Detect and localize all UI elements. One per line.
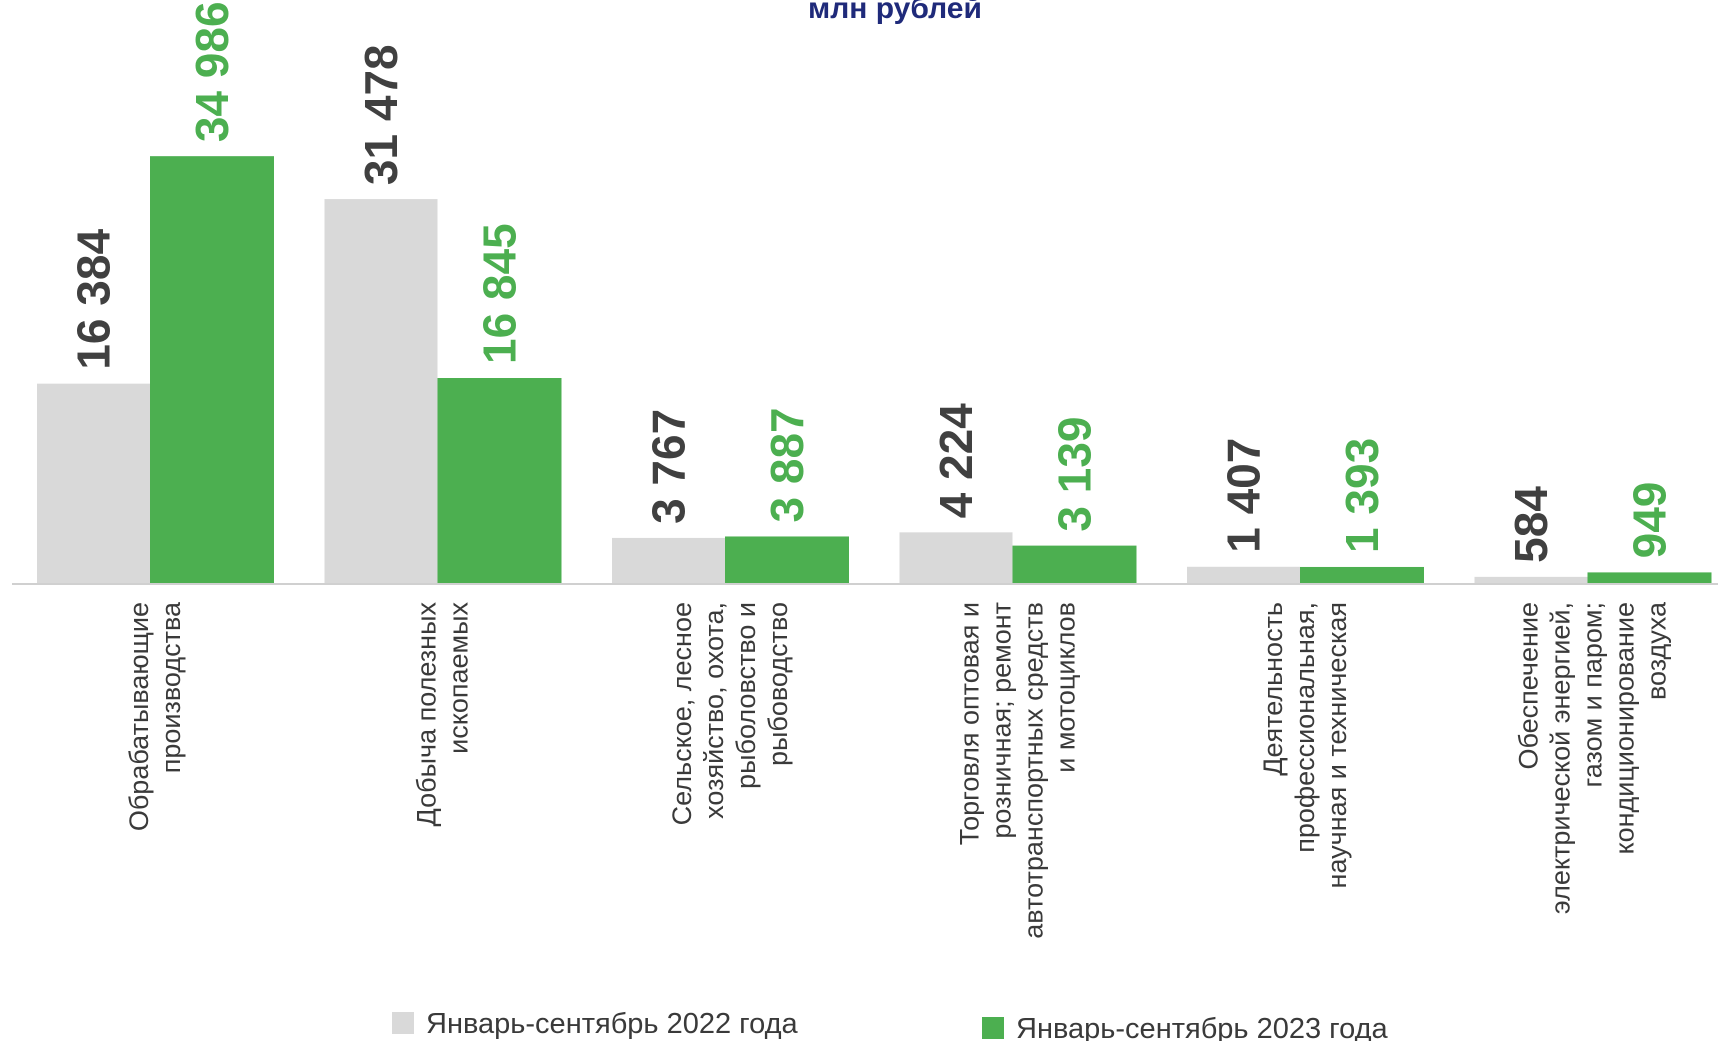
bars-group [37, 156, 1712, 584]
category-label-4: Деятельность профессиональная, научная и т… [1258, 602, 1352, 888]
category-label-1: Добыча полезных ископаемых [412, 602, 474, 827]
bar-2023-3 [1012, 545, 1137, 584]
bar-2023-1 [437, 378, 562, 584]
category-label-line: ископаемых [444, 602, 474, 754]
value-label-2022-2: 3 767 [643, 409, 695, 524]
value-label-2022-3: 4 224 [930, 403, 982, 519]
category-label-line: электрической энергией, [1546, 602, 1576, 914]
category-label-0: Обрабатывающие производства [124, 601, 186, 831]
legend-label: Январь-сентябрь 2023 года [1016, 1013, 1389, 1041]
bar-2022-3 [899, 532, 1013, 584]
bar-2022-0 [37, 383, 150, 584]
category-label-line: Торговля оптовая и [955, 602, 985, 845]
bar-2023-0 [150, 156, 274, 584]
value-labels-group: 16 384 31 478 3 767 4 224 1 407 584 34 986 16 8… [68, 1, 1676, 562]
category-label-line: розничная; ремонт [987, 602, 1017, 839]
category-label-5: Обеспечение электрической энергией, газом … [1514, 601, 1672, 914]
value-label-2022-1: 31 478 [355, 44, 407, 185]
category-label-2: Сельское, лесное хозяйство, охота, рыболов… [667, 602, 793, 825]
category-label-line: рыболовство и [731, 602, 761, 789]
category-label-line: научная и техническая [1322, 602, 1352, 888]
value-label-2023-2: 3 887 [761, 407, 813, 522]
value-label-2022-4: 1 407 [1218, 438, 1270, 553]
category-label-line: Сельское, лесное [667, 602, 697, 825]
legend-item-2023: Январь-сентябрь 2023 года [982, 1013, 1389, 1041]
bar-2023-5 [1587, 572, 1712, 584]
legend-item-2022: Январь-сентябрь 2022 года [392, 1008, 799, 1040]
value-label-2022-0: 16 384 [68, 229, 120, 370]
category-label-line: кондиционирование [1610, 602, 1640, 855]
category-label-line: Деятельность [1258, 602, 1288, 776]
value-label-2023-4: 1 393 [1336, 438, 1388, 553]
value-label-2023-5: 949 [1624, 482, 1676, 559]
category-label-line: и мотоциклов [1051, 602, 1081, 773]
category-label-line: газом и паром; [1578, 602, 1608, 787]
value-label-2023-1: 16 845 [474, 223, 526, 364]
bar-2022-2 [612, 537, 725, 584]
category-label-line: Обеспечение [1514, 602, 1544, 770]
legend-swatch [982, 1017, 1004, 1039]
category-label-line: профессиональная, [1290, 602, 1320, 853]
bar-2022-5 [1474, 576, 1588, 584]
bar-2022-4 [1187, 566, 1300, 584]
legend: Январь-сентябрь 2022 года Январь-сентябрь… [392, 1008, 1389, 1041]
bar-2022-1 [324, 199, 438, 584]
category-label-line: Обрабатывающие [124, 602, 154, 831]
chart-title: млн рублей [808, 0, 982, 25]
value-label-2023-0: 34 986 [186, 1, 238, 142]
value-label-2023-3: 3 139 [1049, 416, 1101, 531]
category-label-line: автотранспортных средств [1019, 602, 1049, 939]
category-label-line: рыбоводство [763, 602, 793, 766]
legend-label: Январь-сентябрь 2022 года [426, 1008, 799, 1040]
value-label-2022-5: 584 [1505, 486, 1557, 563]
category-label-3: Торговля оптовая и розничная; ремонт автот… [955, 602, 1081, 939]
bar-2023-2 [725, 536, 849, 584]
bar-2023-4 [1300, 566, 1424, 584]
category-label-line: производства [156, 601, 186, 773]
category-labels-group: Обрабатывающие производства Добыча полезны… [124, 601, 1672, 939]
category-label-line: Добыча полезных [412, 602, 442, 827]
category-label-line: хозяйство, охота, [699, 602, 729, 819]
legend-swatch [392, 1012, 414, 1034]
category-label-line: воздуха [1642, 601, 1672, 700]
